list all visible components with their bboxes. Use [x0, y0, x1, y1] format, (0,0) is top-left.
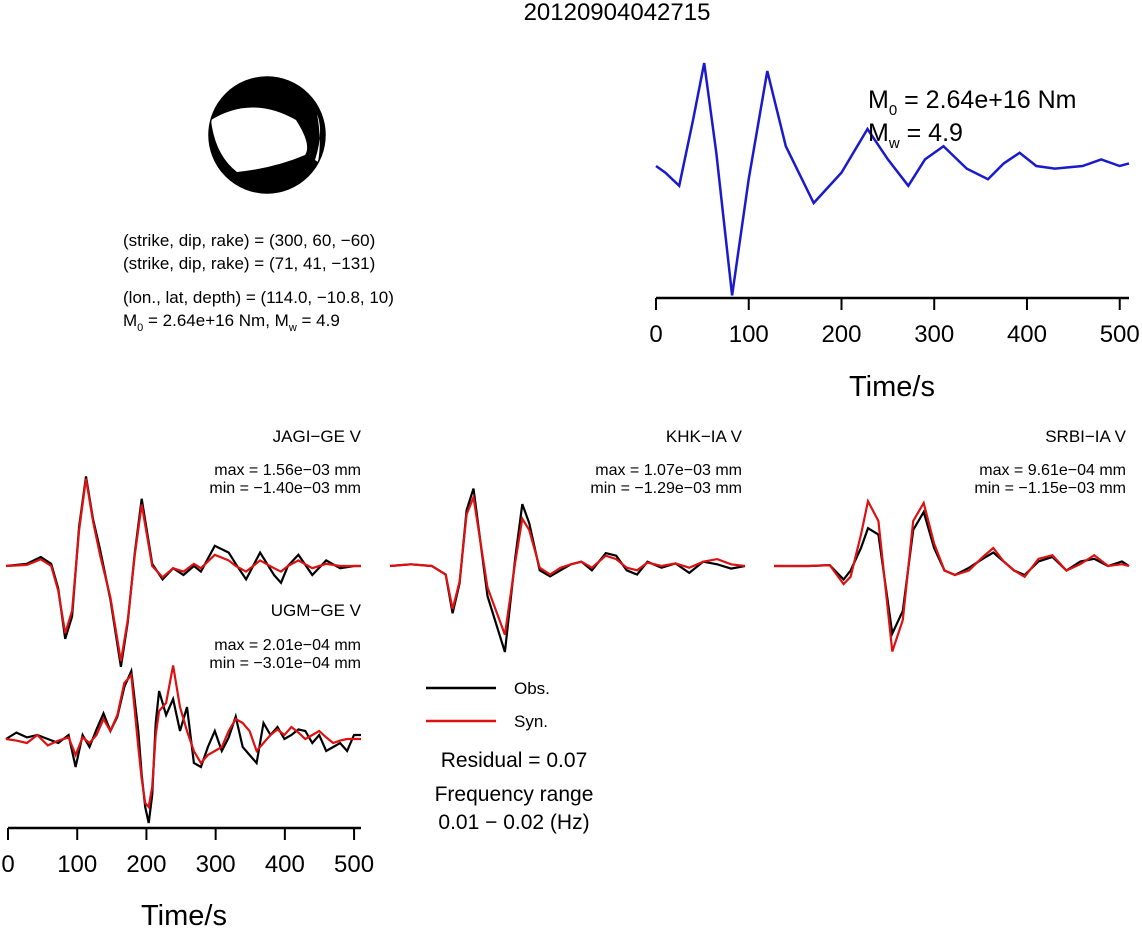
- x-tick-label: 200: [126, 851, 166, 878]
- x-tick-label: 500: [1100, 321, 1140, 348]
- nodal-plane-2: (strike, dip, rake) = (71, 41, −131): [123, 254, 375, 273]
- x-tick-label: 0: [649, 321, 662, 348]
- figure-title: 20120904042715: [524, 0, 711, 26]
- stf-mw-label: Mw = 4.9: [868, 119, 963, 152]
- observed-trace: [389, 488, 746, 653]
- station-title: UGM−GE V: [271, 601, 362, 620]
- stf-m0-label: M0 = 2.64e+16 Nm: [868, 86, 1076, 119]
- x-tick-label: 100: [729, 321, 769, 348]
- moment-magnitude: M0 = 2.64e+16 Nm, Mw = 4.9: [123, 311, 340, 334]
- stf-panel: M0 = 2.64e+16 Nm Mw = 4.9 0 100 200 300 400 5…: [649, 62, 1140, 403]
- station-title: SRBI−IA V: [1045, 427, 1126, 446]
- x-tick-label: 500: [334, 851, 374, 878]
- station-max: max = 1.56e−03 mm: [214, 462, 361, 479]
- station-title: JAGI−GE V: [273, 427, 362, 446]
- legend-syn-label: Syn.: [514, 712, 548, 731]
- hypocenter-location: (lon., lat, depth) = (114.0, −10.8, 10): [123, 288, 394, 307]
- station-max: max = 2.01e−04 mm: [214, 637, 361, 654]
- synthetic-trace: [774, 497, 1130, 652]
- fit-info: Residual = 0.07 Frequency range 0.01 − 0…: [435, 749, 594, 834]
- station-min: min = −1.15e−03 mm: [974, 480, 1126, 497]
- stf-x-axis: 0 100 200 300 400 500: [649, 296, 1140, 348]
- x-tick-label: 100: [57, 851, 97, 878]
- station-panel-khk: KHK−IA V max = 1.07e−03 mm min = −1.29e−…: [389, 427, 746, 653]
- station-min: min = −1.29e−03 mm: [590, 480, 742, 497]
- legend: Obs. Syn.: [426, 679, 550, 731]
- station-title: KHK−IA V: [666, 427, 743, 446]
- mechanism-info: (strike, dip, rake) = (300, 60, −60) (st…: [123, 231, 394, 334]
- frequency-value: 0.01 − 0.02 (Hz): [438, 811, 589, 834]
- ugm-x-axis: 0 100 200 300 400 500: [1, 826, 374, 878]
- x-tick-label: 400: [1007, 321, 1047, 348]
- stf-xlabel: Time/s: [849, 371, 935, 403]
- frequency-title: Frequency range: [435, 783, 594, 806]
- station-max: max = 9.61e−04 mm: [979, 462, 1126, 479]
- station-panel-srbi: SRBI−IA V max = 9.61e−04 mm min = −1.15e…: [774, 427, 1130, 652]
- synthetic-trace: [5, 478, 361, 662]
- station-min: min = −3.01e−04 mm: [209, 655, 361, 672]
- station-min: min = −1.40e−03 mm: [209, 480, 361, 497]
- x-tick-label: 300: [914, 321, 954, 348]
- beachball-icon: [208, 76, 326, 194]
- ugm-xlabel: Time/s: [141, 900, 227, 928]
- x-tick-label: 300: [196, 851, 236, 878]
- x-tick-label: 0: [1, 851, 14, 878]
- synthetic-trace: [389, 493, 746, 636]
- station-panel-ugm: UGM−GE V max = 2.01e−04 mm min = −3.01e−…: [1, 601, 374, 928]
- x-tick-label: 400: [265, 851, 305, 878]
- observed-trace: [5, 666, 361, 824]
- residual-label: Residual = 0.07: [441, 749, 588, 772]
- station-panel-jagi: JAGI−GE V max = 1.56e−03 mm min = −1.40e…: [5, 427, 362, 667]
- stf-series-line: [655, 62, 1130, 296]
- synthetic-trace: [5, 665, 361, 810]
- legend-obs-label: Obs.: [514, 679, 550, 698]
- station-max: max = 1.07e−03 mm: [595, 462, 742, 479]
- x-tick-label: 200: [821, 321, 861, 348]
- nodal-plane-1: (strike, dip, rake) = (300, 60, −60): [123, 231, 375, 250]
